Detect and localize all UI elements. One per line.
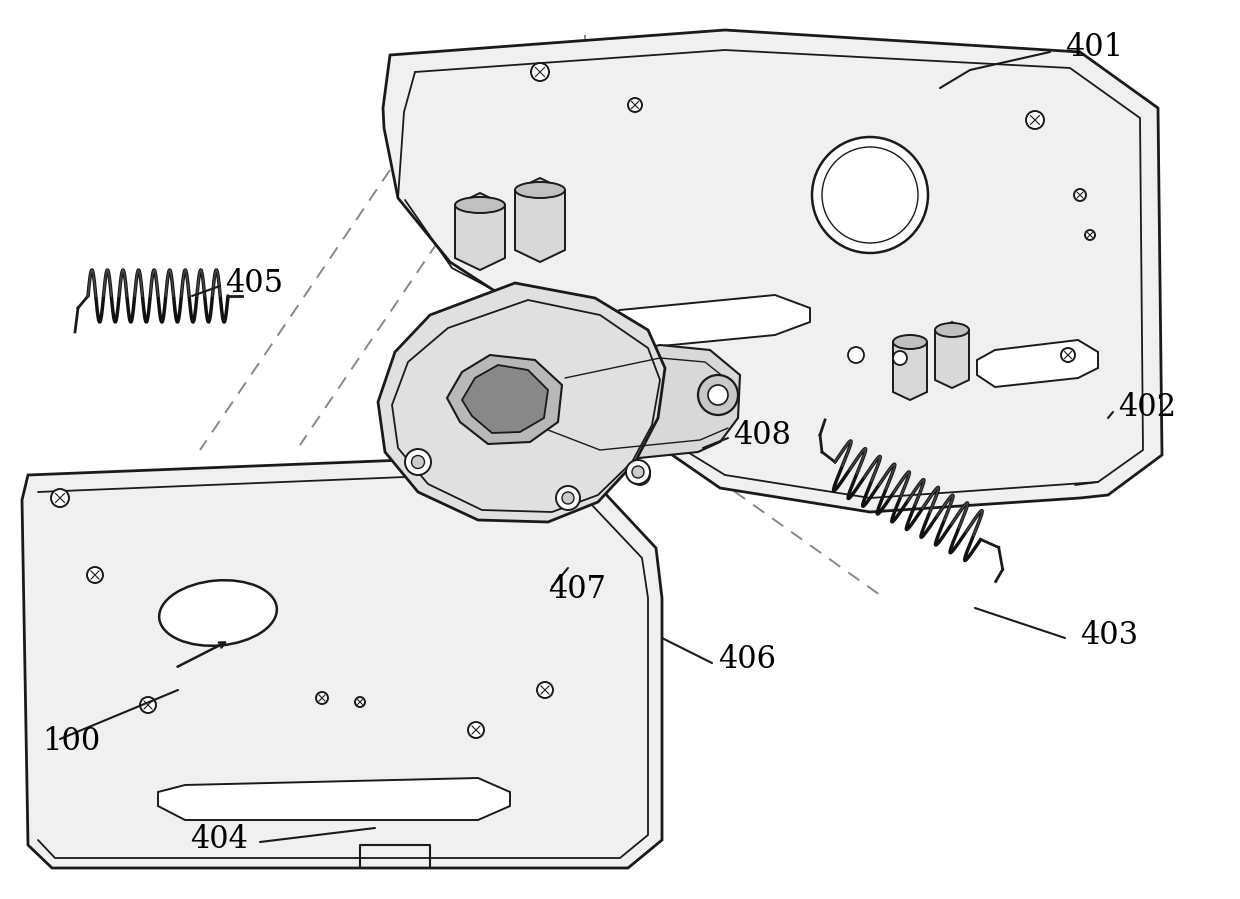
Text: 401: 401 (1065, 32, 1123, 64)
Polygon shape (587, 295, 810, 350)
Text: 402: 402 (1118, 393, 1176, 423)
Circle shape (1061, 348, 1075, 362)
Ellipse shape (515, 182, 565, 198)
Circle shape (698, 375, 738, 415)
Circle shape (893, 351, 906, 365)
Circle shape (87, 567, 103, 583)
Polygon shape (893, 335, 928, 400)
Polygon shape (548, 345, 740, 462)
Text: 405: 405 (224, 268, 283, 298)
Circle shape (355, 697, 365, 707)
Circle shape (467, 722, 484, 738)
Polygon shape (157, 778, 510, 820)
Circle shape (316, 692, 329, 704)
Ellipse shape (935, 323, 968, 337)
Circle shape (1074, 189, 1086, 201)
Ellipse shape (159, 580, 277, 645)
Text: 100: 100 (42, 726, 100, 758)
Circle shape (708, 385, 728, 405)
Circle shape (412, 456, 424, 468)
Circle shape (848, 347, 864, 363)
Text: 404: 404 (190, 824, 248, 856)
Circle shape (51, 489, 69, 507)
Circle shape (822, 147, 918, 243)
Polygon shape (22, 456, 662, 868)
Polygon shape (455, 193, 505, 270)
Ellipse shape (893, 335, 928, 349)
Circle shape (556, 486, 580, 510)
Circle shape (531, 63, 549, 81)
Circle shape (630, 465, 650, 485)
Circle shape (632, 466, 644, 478)
Circle shape (626, 460, 650, 484)
Circle shape (627, 98, 642, 112)
Polygon shape (383, 30, 1162, 512)
Circle shape (537, 682, 553, 698)
Polygon shape (463, 365, 548, 433)
Circle shape (140, 697, 156, 713)
Ellipse shape (455, 197, 505, 213)
Circle shape (1025, 111, 1044, 129)
Text: 408: 408 (733, 420, 791, 450)
Polygon shape (446, 355, 562, 444)
Text: 406: 406 (718, 645, 776, 675)
Text: 403: 403 (1080, 619, 1138, 651)
Polygon shape (935, 322, 968, 388)
Circle shape (1085, 230, 1095, 240)
Polygon shape (378, 283, 665, 522)
Circle shape (812, 137, 928, 253)
Polygon shape (977, 340, 1097, 387)
Circle shape (562, 492, 574, 504)
Polygon shape (515, 178, 565, 262)
Circle shape (405, 449, 432, 475)
Text: 407: 407 (548, 574, 606, 606)
